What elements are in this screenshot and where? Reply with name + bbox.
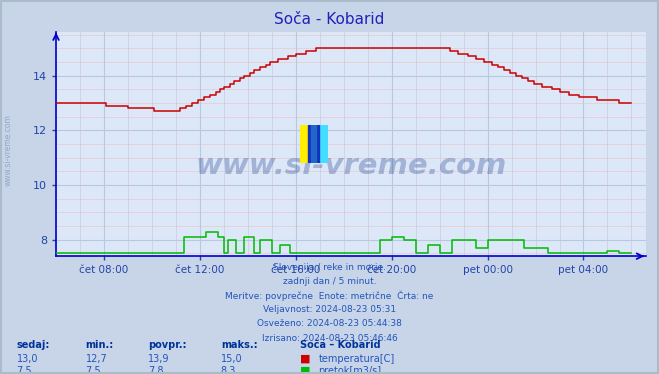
Text: ■: ■ [300,354,310,364]
Text: min.:: min.: [86,340,114,350]
Text: Izrisano: 2024-08-23 05:46:46: Izrisano: 2024-08-23 05:46:46 [262,334,397,343]
Text: maks.:: maks.: [221,340,258,350]
Text: Osveženo: 2024-08-23 05:44:38: Osveženo: 2024-08-23 05:44:38 [257,319,402,328]
Text: Veljavnost: 2024-08-23 05:31: Veljavnost: 2024-08-23 05:31 [263,305,396,314]
Text: Meritve: povprečne  Enote: metrične  Črta: ne: Meritve: povprečne Enote: metrične Črta:… [225,291,434,301]
Text: zadnji dan / 5 minut.: zadnji dan / 5 minut. [283,277,376,286]
Text: 7,5: 7,5 [16,366,32,374]
Text: 13,9: 13,9 [148,354,170,364]
Bar [300,125,314,163]
Text: Slovenija / reke in morje.: Slovenija / reke in morje. [273,263,386,272]
Text: 15,0: 15,0 [221,354,243,364]
Text: 12,7: 12,7 [86,354,107,364]
Text: temperatura[C]: temperatura[C] [318,354,395,364]
Text: sedaj:: sedaj: [16,340,50,350]
Text: povpr.:: povpr.: [148,340,186,350]
Text: ■: ■ [300,366,310,374]
Text: www.si-vreme.com: www.si-vreme.com [195,153,507,180]
Text: 13,0: 13,0 [16,354,38,364]
Text: Soča – Kobarid: Soča – Kobarid [300,340,380,350]
Polygon shape [308,125,319,163]
Text: 7,8: 7,8 [148,366,164,374]
Polygon shape [311,125,316,163]
Bar [314,125,328,163]
Text: 8,3: 8,3 [221,366,236,374]
Text: www.si-vreme.com: www.si-vreme.com [3,114,13,186]
Text: pretok[m3/s]: pretok[m3/s] [318,366,382,374]
Text: 7,5: 7,5 [86,366,101,374]
Text: Soča - Kobarid: Soča - Kobarid [274,12,385,27]
